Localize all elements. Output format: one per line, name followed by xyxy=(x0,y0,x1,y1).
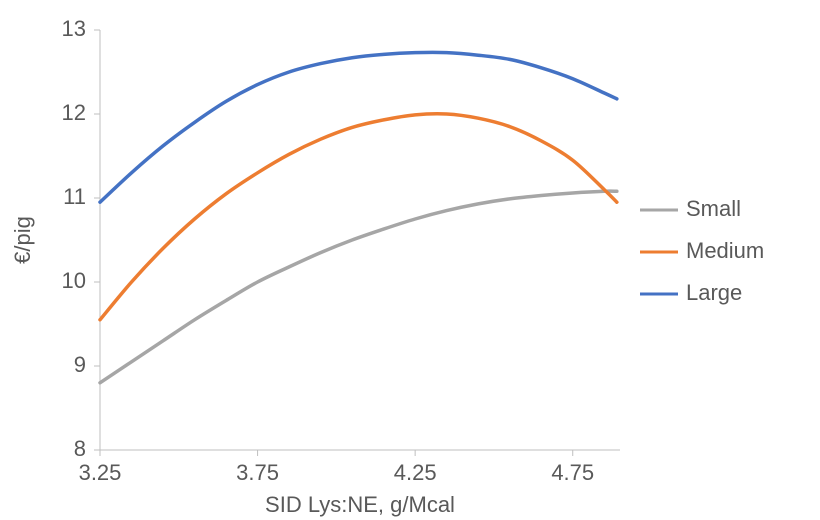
chart-container: 8 9 10 11 12 13 3.25 3.75 4.25 4.75 €/pig SID Lys:N… xyxy=(0,0,820,520)
legend-label-medium: Medium xyxy=(686,238,764,263)
x-tick-label: 3.25 xyxy=(79,460,122,485)
x-tick-label: 3.75 xyxy=(236,460,279,485)
legend-label-small: Small xyxy=(686,196,741,221)
legend-label-large: Large xyxy=(686,280,742,305)
x-axis-title: SID Lys:NE, g/Mcal xyxy=(265,492,455,517)
x-tick-label: 4.75 xyxy=(551,460,594,485)
y-tick-label: 8 xyxy=(74,436,86,461)
y-tick-label: 12 xyxy=(62,100,86,125)
x-tick-label: 4.25 xyxy=(394,460,437,485)
y-tick-label: 11 xyxy=(63,184,86,209)
y-axis-title: €/pig xyxy=(10,216,35,264)
line-chart: 8 9 10 11 12 13 3.25 3.75 4.25 4.75 €/pig SID Lys:N… xyxy=(0,0,820,520)
y-tick-label: 10 xyxy=(62,268,86,293)
y-tick-label: 13 xyxy=(62,16,86,41)
y-tick-label: 9 xyxy=(74,352,86,377)
